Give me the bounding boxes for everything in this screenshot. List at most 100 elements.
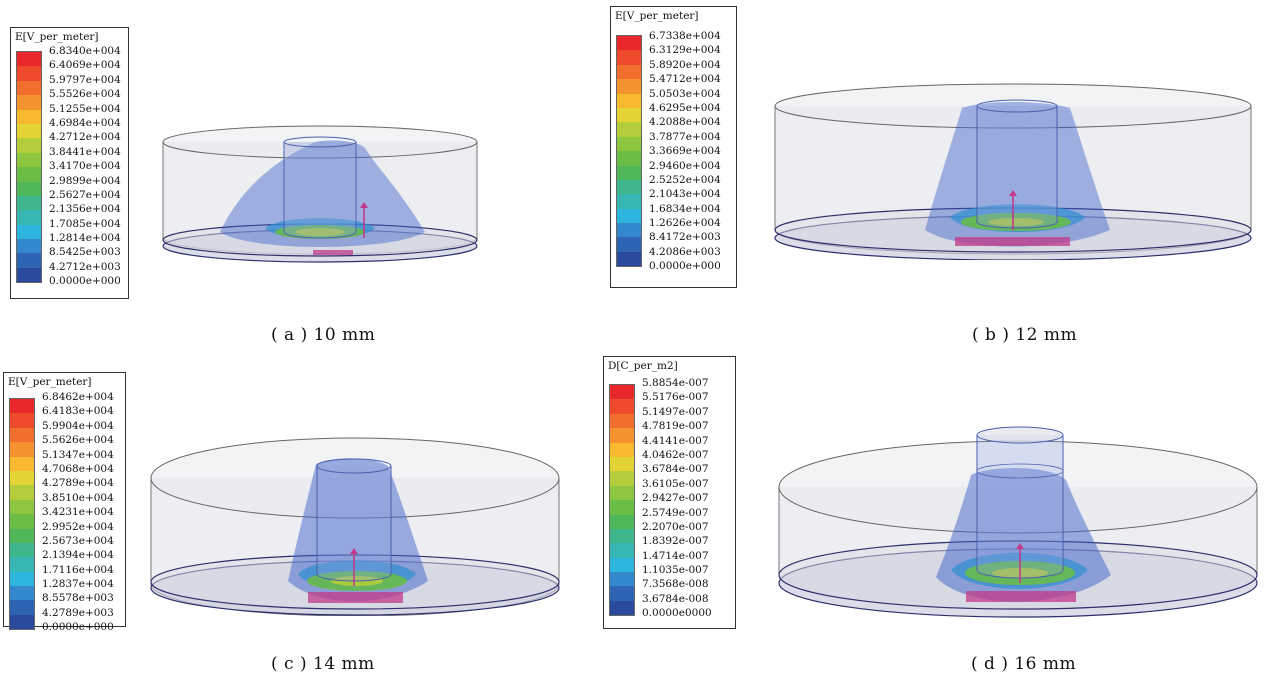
legend-title: E[V_per_meter] bbox=[615, 10, 699, 22]
color-swatch bbox=[617, 122, 641, 137]
legend-value: 4.2789e+003 bbox=[42, 606, 114, 619]
legend-value: 2.9460e+004 bbox=[649, 159, 721, 172]
color-swatch bbox=[617, 79, 641, 94]
legend-value: 8.5425e+003 bbox=[49, 246, 121, 259]
legend-values: 6.7338e+004 6.3129e+004 5.8920e+004 5.4712e… bbox=[649, 29, 721, 274]
legend-value: 7.3568e-008 bbox=[642, 578, 709, 591]
color-swatch bbox=[17, 152, 41, 168]
legend-title: E[V_per_meter] bbox=[8, 376, 92, 388]
legend-value: 2.9952e+004 bbox=[42, 520, 114, 533]
color-swatch bbox=[617, 107, 641, 123]
color-scale-bar bbox=[616, 35, 642, 268]
legend-value: 1.2814e+004 bbox=[49, 232, 121, 245]
legend-value: 4.2712e+003 bbox=[49, 260, 121, 273]
scene-c-14mm bbox=[150, 437, 560, 616]
color-swatch bbox=[610, 572, 634, 587]
legend-values: 6.8462e+004 6.4183e+004 5.9904e+004 5.5626e… bbox=[42, 390, 114, 635]
color-swatch bbox=[10, 456, 34, 471]
legend-value: 8.5578e+003 bbox=[42, 592, 114, 605]
legend-value: 4.6295e+004 bbox=[649, 101, 721, 114]
color-swatch bbox=[17, 253, 41, 268]
legend-value: 4.0462e-007 bbox=[642, 448, 709, 461]
scene-d-16mm bbox=[778, 426, 1258, 618]
legend-value: 5.1255e+004 bbox=[49, 102, 121, 115]
legend-value: 6.7338e+004 bbox=[649, 30, 721, 42]
color-swatch bbox=[610, 528, 634, 544]
legend-value: 4.2088e+004 bbox=[649, 116, 721, 129]
legend-value: 4.2789e+004 bbox=[42, 477, 114, 490]
legend-value: 2.5749e-007 bbox=[642, 506, 709, 519]
color-swatch bbox=[17, 52, 41, 67]
inner-cylinder bbox=[316, 458, 392, 582]
legend-value: 2.9427e-007 bbox=[642, 492, 709, 505]
legend-value: 5.8920e+004 bbox=[649, 58, 721, 71]
color-swatch bbox=[10, 413, 34, 428]
legend-value: 4.7819e-007 bbox=[642, 420, 709, 433]
legend-value: 5.9797e+004 bbox=[49, 73, 121, 86]
legend-d: D[C_per_m2] 5.8854e-007 5.5176e-007 5.1497… bbox=[603, 356, 736, 629]
legend-value: 1.1035e-007 bbox=[642, 564, 709, 577]
legend-b: E[V_per_meter] 6.7338e+004 6.3129e+004 5.8… bbox=[610, 6, 737, 288]
legend-value: 2.2070e-007 bbox=[642, 520, 709, 533]
color-swatch bbox=[17, 224, 41, 240]
probe bbox=[966, 543, 1076, 602]
legend-value: 2.1356e+004 bbox=[49, 203, 121, 216]
legend-value: 2.5673e+004 bbox=[42, 534, 114, 547]
color-swatch bbox=[617, 179, 641, 195]
legend-value: 8.4172e+003 bbox=[649, 231, 721, 244]
color-swatch bbox=[610, 543, 634, 558]
color-swatch bbox=[10, 470, 34, 486]
legend-value: 5.4712e+004 bbox=[649, 73, 721, 86]
color-scale-bar bbox=[609, 384, 635, 617]
legend-value: 2.9899e+004 bbox=[49, 174, 121, 187]
field-distribution bbox=[288, 458, 428, 602]
legend-value: 0.0000e+000 bbox=[42, 621, 114, 634]
legend-value: 5.1497e-007 bbox=[642, 405, 709, 418]
color-swatch bbox=[610, 385, 634, 400]
color-swatch bbox=[610, 514, 634, 529]
color-swatch bbox=[17, 80, 41, 96]
color-swatch bbox=[617, 50, 641, 65]
color-swatch bbox=[10, 600, 34, 615]
color-swatch bbox=[10, 499, 34, 515]
color-swatch bbox=[617, 194, 641, 209]
legend-title: E[V_per_meter] bbox=[15, 31, 99, 43]
legend-value: 1.2837e+004 bbox=[42, 578, 114, 591]
legend-value: 3.6784e-007 bbox=[642, 463, 709, 476]
color-swatch bbox=[10, 514, 34, 529]
color-swatch bbox=[617, 251, 641, 267]
legend-value: 5.5176e-007 bbox=[642, 391, 709, 404]
legend-value: 1.7085e+004 bbox=[49, 217, 121, 230]
color-swatch bbox=[17, 181, 41, 196]
probe bbox=[308, 548, 403, 603]
legend-value: 5.1347e+004 bbox=[42, 448, 114, 461]
legend-value: 4.7068e+004 bbox=[42, 462, 114, 475]
legend-value: 5.0503e+004 bbox=[649, 87, 721, 100]
color-swatch bbox=[17, 239, 41, 254]
color-swatch bbox=[610, 485, 634, 501]
color-swatch bbox=[610, 586, 634, 601]
probe bbox=[955, 190, 1070, 246]
legend-value: 4.4141e-007 bbox=[642, 434, 709, 447]
legend-value: 5.9904e+004 bbox=[42, 419, 114, 432]
color-swatch bbox=[10, 557, 34, 572]
legend-value: 3.4231e+004 bbox=[42, 506, 114, 519]
legend-values: 6.8340e+004 6.4069e+004 5.9797e+004 5.5526e… bbox=[49, 44, 121, 289]
legend-value: 2.1394e+004 bbox=[42, 549, 114, 562]
color-scale-bar bbox=[16, 51, 42, 284]
color-swatch bbox=[10, 427, 34, 443]
inner-cylinder bbox=[283, 136, 357, 239]
color-swatch bbox=[17, 138, 41, 153]
scene-a-10mm bbox=[162, 125, 478, 263]
caption-c: ( c ) 14 mm bbox=[271, 654, 375, 674]
legend-value: 2.5252e+004 bbox=[649, 173, 721, 186]
color-swatch bbox=[17, 267, 41, 283]
color-swatch bbox=[617, 208, 641, 224]
legend-value: 1.2626e+004 bbox=[649, 217, 721, 230]
legend-value: 5.8854e-007 bbox=[642, 377, 709, 389]
color-swatch bbox=[617, 136, 641, 152]
color-swatch bbox=[610, 442, 634, 457]
legend-value: 0.0000e+000 bbox=[649, 260, 721, 273]
caption-a: ( a ) 10 mm bbox=[271, 325, 376, 345]
color-swatch bbox=[617, 64, 641, 80]
